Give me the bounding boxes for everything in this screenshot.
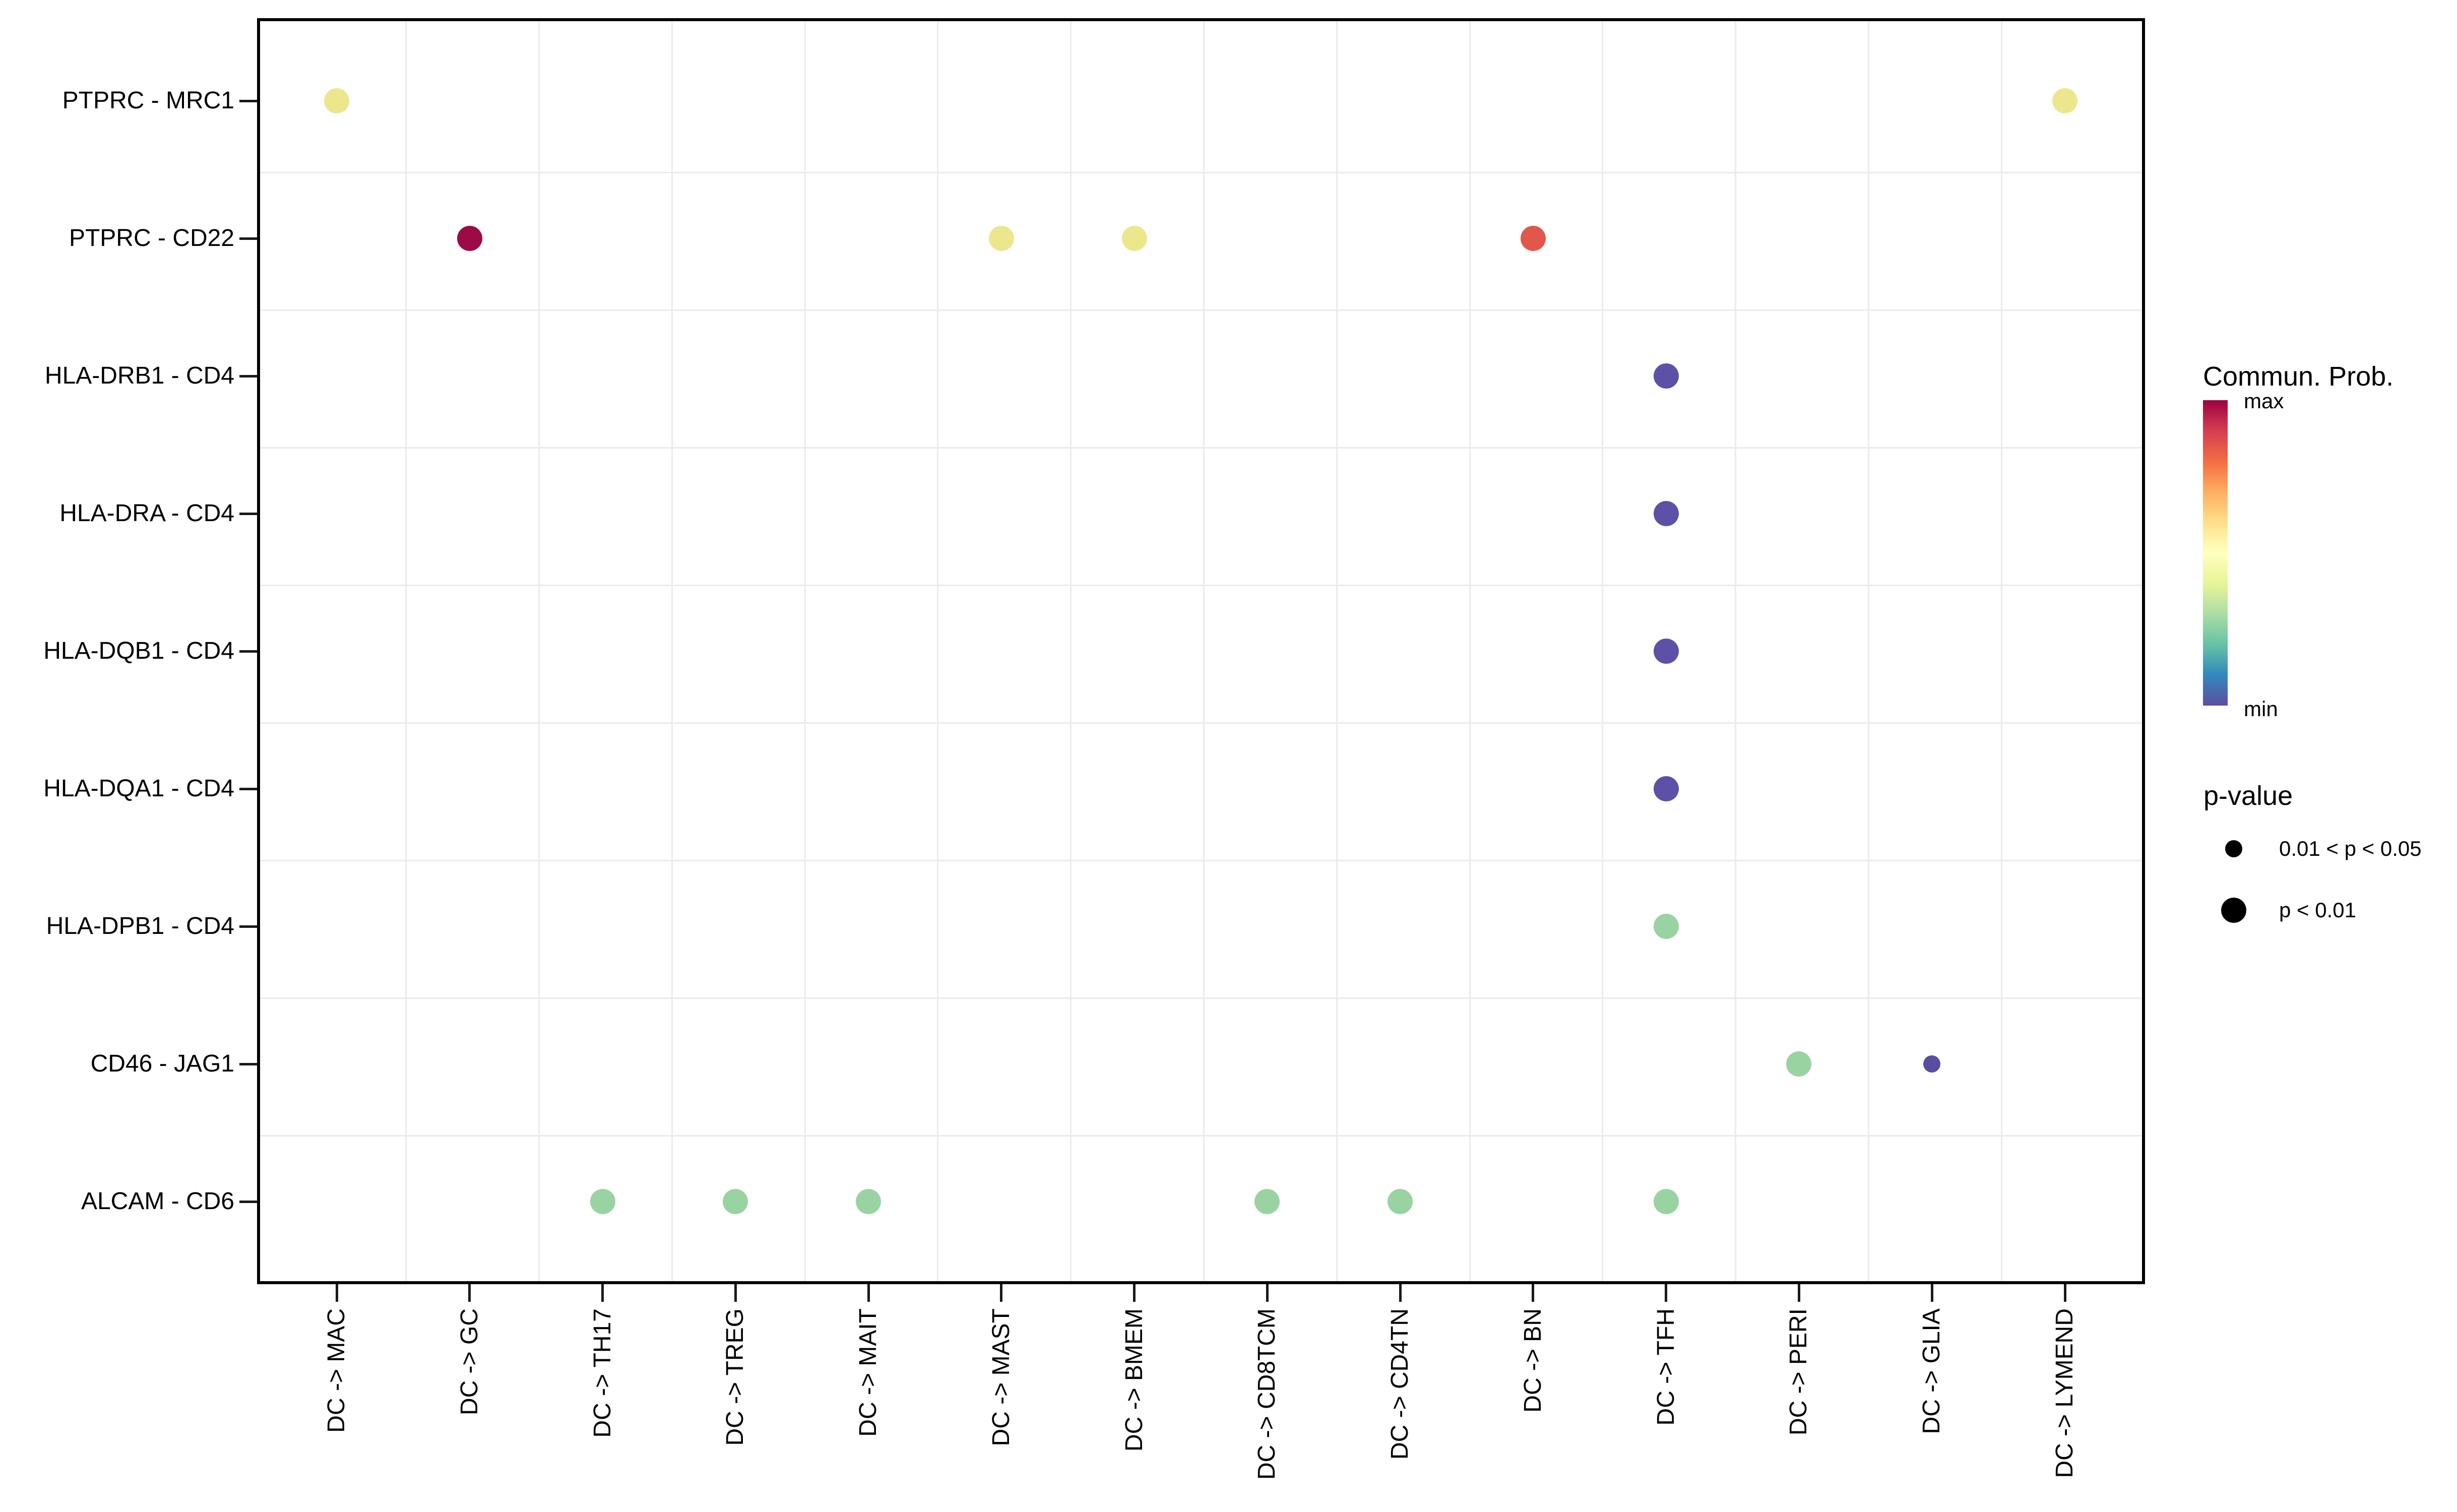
plot-panel bbox=[257, 18, 2145, 1284]
colorbar-title: Commun. Prob. bbox=[2203, 361, 2394, 392]
gridline-vertical bbox=[937, 21, 939, 1281]
data-point bbox=[1388, 1189, 1413, 1214]
gridline-vertical bbox=[405, 21, 407, 1281]
x-axis-tick bbox=[734, 1284, 737, 1302]
data-point bbox=[590, 1189, 615, 1214]
y-axis-label: HLA-DRA - CD4 bbox=[59, 500, 234, 527]
size-legend-label-large: p < 0.01 bbox=[2279, 898, 2356, 922]
gridline-horizontal bbox=[260, 447, 2142, 449]
x-axis-label: DC -> MAST bbox=[987, 1308, 1015, 1446]
colorbar-max-label: max bbox=[2244, 389, 2284, 413]
x-axis-label: DC -> MAIT bbox=[855, 1308, 882, 1437]
y-axis-tick bbox=[239, 1200, 257, 1203]
gridline-vertical bbox=[2000, 21, 2002, 1281]
data-point bbox=[1923, 1055, 1941, 1073]
x-axis-tick bbox=[1532, 1284, 1535, 1302]
gridline-horizontal bbox=[260, 722, 2142, 724]
y-axis-tick bbox=[239, 1062, 257, 1065]
data-point bbox=[856, 1189, 881, 1214]
y-axis-label: HLA-DQB1 - CD4 bbox=[43, 638, 234, 664]
gridline-vertical bbox=[1336, 21, 1338, 1281]
x-axis-tick bbox=[1797, 1284, 1800, 1302]
data-point bbox=[1520, 226, 1546, 251]
x-axis-label: DC -> GC bbox=[456, 1308, 483, 1416]
x-axis-label: DC -> LYMEND bbox=[2051, 1308, 2078, 1478]
gridline-vertical bbox=[1469, 21, 1471, 1281]
y-axis-tick bbox=[239, 650, 257, 653]
x-axis-tick bbox=[1399, 1284, 1402, 1302]
size-legend-dot-small bbox=[2225, 840, 2242, 857]
x-axis-label: DC -> PERI bbox=[1785, 1308, 1812, 1436]
size-legend-label-small: 0.01 < p < 0.05 bbox=[2279, 837, 2422, 860]
data-point bbox=[457, 226, 482, 251]
x-axis-tick bbox=[601, 1284, 604, 1302]
y-axis-tick bbox=[239, 512, 257, 515]
data-point bbox=[1653, 914, 1679, 939]
data-point bbox=[2052, 88, 2077, 113]
size-legend-dot-large bbox=[2221, 898, 2246, 923]
x-axis-label: DC -> MAC bbox=[323, 1308, 350, 1433]
y-axis-tick bbox=[239, 237, 257, 240]
data-point bbox=[988, 226, 1014, 251]
data-point bbox=[1653, 1189, 1679, 1214]
data-point bbox=[1653, 501, 1679, 526]
data-point bbox=[1254, 1189, 1280, 1214]
data-point bbox=[324, 88, 349, 113]
x-axis-label: DC -> BN bbox=[1519, 1308, 1546, 1413]
x-axis-tick bbox=[2063, 1284, 2066, 1302]
gridline-vertical bbox=[1867, 21, 1869, 1281]
gridline-horizontal bbox=[260, 997, 2142, 999]
gridline-horizontal bbox=[260, 172, 2142, 173]
x-axis-label: DC -> TFH bbox=[1652, 1308, 1679, 1426]
data-point bbox=[723, 1189, 748, 1214]
y-axis-label: PTPRC - CD22 bbox=[69, 225, 234, 251]
y-axis-label: CD46 - JAG1 bbox=[90, 1050, 234, 1077]
gridline-vertical bbox=[1602, 21, 1604, 1281]
x-axis-label: DC -> TREG bbox=[722, 1308, 749, 1446]
y-axis-label: HLA-DRB1 - CD4 bbox=[44, 362, 234, 389]
data-point bbox=[1653, 363, 1679, 389]
gridline-horizontal bbox=[260, 860, 2142, 861]
x-axis-label: DC -> CD8TCM bbox=[1253, 1308, 1281, 1480]
data-point bbox=[1786, 1051, 1812, 1077]
gridline-horizontal bbox=[260, 585, 2142, 586]
colorbar bbox=[2203, 400, 2228, 706]
x-axis-tick bbox=[1665, 1284, 1668, 1302]
x-axis-tick bbox=[1266, 1284, 1269, 1302]
x-axis-label: DC -> TH17 bbox=[589, 1308, 616, 1438]
data-point bbox=[1653, 776, 1679, 801]
gridline-vertical bbox=[1735, 21, 1737, 1281]
y-axis-tick bbox=[239, 787, 257, 790]
y-axis-label: HLA-DQA1 - CD4 bbox=[43, 775, 234, 802]
y-axis-label: HLA-DPB1 - CD4 bbox=[46, 913, 234, 939]
y-axis-label: ALCAM - CD6 bbox=[81, 1188, 234, 1215]
size-legend-title: p-value bbox=[2203, 781, 2293, 811]
gridline-vertical bbox=[671, 21, 673, 1281]
x-axis-tick bbox=[1133, 1284, 1136, 1302]
x-axis-label: DC -> GLIA bbox=[1918, 1308, 1945, 1434]
x-axis-label: DC -> BMEM bbox=[1120, 1308, 1148, 1452]
y-axis-tick bbox=[239, 99, 257, 102]
gridline-vertical bbox=[1070, 21, 1072, 1281]
y-axis-tick bbox=[239, 925, 257, 928]
x-axis-tick bbox=[1000, 1284, 1003, 1302]
colorbar-min-label: min bbox=[2244, 697, 2278, 721]
x-axis-tick bbox=[468, 1284, 471, 1302]
gridline-vertical bbox=[538, 21, 540, 1281]
gridline-vertical bbox=[1203, 21, 1205, 1281]
gridline-horizontal bbox=[260, 309, 2142, 311]
data-point bbox=[1653, 639, 1679, 664]
x-axis-tick bbox=[1930, 1284, 1933, 1302]
x-axis-label: DC -> CD4TN bbox=[1387, 1308, 1414, 1460]
y-axis-tick bbox=[239, 374, 257, 377]
gridline-horizontal bbox=[260, 1135, 2142, 1137]
x-axis-tick bbox=[335, 1284, 338, 1302]
y-axis-label: PTPRC - MRC1 bbox=[62, 87, 234, 114]
data-point bbox=[1121, 226, 1147, 251]
x-axis-tick bbox=[867, 1284, 870, 1302]
gridline-vertical bbox=[804, 21, 806, 1281]
